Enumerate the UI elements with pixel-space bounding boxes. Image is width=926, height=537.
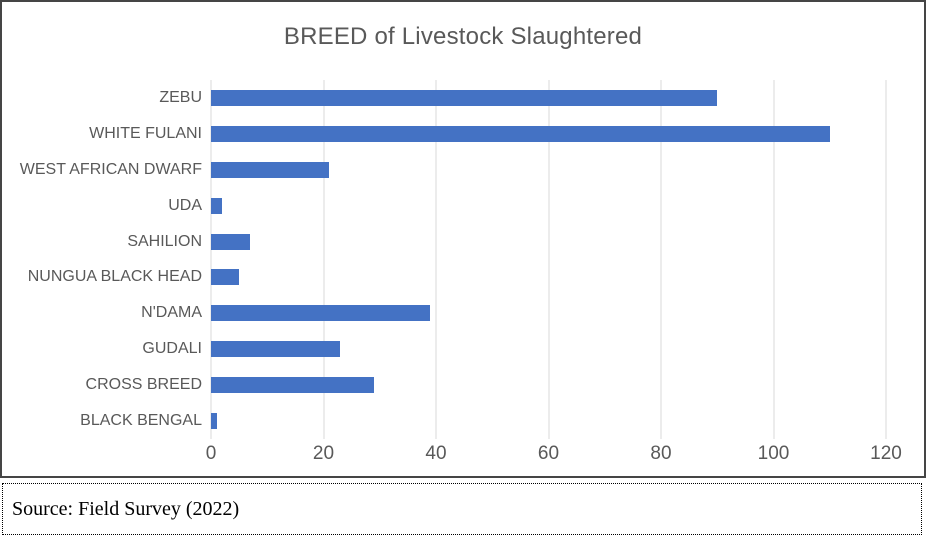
gridline-100 [773, 80, 774, 439]
bar-row-cross-breed [211, 367, 886, 403]
x-tick-label: 0 [205, 443, 217, 464]
x-tick-label: 40 [425, 443, 447, 464]
source-box: Source: Field Survey (2022) [2, 483, 922, 535]
bar-row-west-african-dwarf [211, 152, 886, 188]
plot-area [210, 80, 887, 439]
category-label-west-african-dwarf: WEST AFRICAN DWARF [19, 160, 202, 178]
category-label-black-bengal: BLACK BENGAL [80, 412, 202, 430]
x-tick-label: 80 [650, 443, 672, 464]
bar-row-nungua-black-head [211, 260, 886, 296]
bar-row-black-bengal [211, 403, 886, 439]
x-tick-label: 120 [870, 443, 902, 464]
category-label-white-fulani: WHITE FULANI [89, 124, 202, 142]
category-label-sahilion: SAHILION [127, 232, 202, 250]
category-label-nungua-black-head: NUNGUA BLACK HEAD [27, 268, 202, 286]
category-label-cross-breed: CROSS BREED [85, 376, 202, 394]
category-label-n-dama: N'DAMA [141, 304, 202, 322]
bar-n-dama [211, 305, 431, 322]
bar-gudali [211, 341, 341, 358]
category-label-zebu: ZEBU [159, 88, 202, 106]
bar-uda [211, 197, 223, 214]
gridline-20 [323, 80, 324, 439]
bar-nungua-black-head [211, 269, 240, 286]
gridline-60 [548, 80, 549, 439]
gridline-80 [660, 80, 662, 439]
category-label-gudali: GUDALI [142, 340, 202, 358]
bar-white-fulani [211, 125, 830, 142]
category-label-uda: UDA [168, 196, 202, 214]
gridline-40 [435, 80, 437, 439]
bar-black-bengal [211, 413, 217, 430]
source-text: Source: Field Survey (2022) [12, 497, 240, 520]
x-tick-label: 60 [537, 443, 560, 464]
bar-row-white-fulani [211, 116, 886, 152]
bar-west-african-dwarf [211, 161, 330, 178]
bar-row-n-dama [211, 295, 886, 331]
bar-sahilion [211, 233, 251, 250]
bar-row-sahilion [211, 224, 886, 260]
category-axis: ZEBU WHITE FULANI WEST AFRICAN DWARF UDA SAH… [2, 80, 202, 439]
x-tick-label: 20 [312, 443, 335, 464]
bar-zebu [211, 89, 718, 106]
gridline-120 [885, 80, 887, 439]
bar-row-zebu [211, 80, 886, 116]
bar-cross-breed [211, 377, 375, 394]
x-tick-label: 100 [757, 443, 790, 464]
chart-title: BREED of Livestock Slaughtered [283, 23, 643, 50]
bar-row-gudali [211, 331, 886, 367]
bar-row-uda [211, 188, 886, 224]
gridline-0 [210, 80, 212, 439]
chart-area: BREED of Livestock Slaughtered ZEBU WHITE… [0, 0, 926, 478]
value-axis: 0 20 40 60 80 100 120 [206, 443, 902, 467]
